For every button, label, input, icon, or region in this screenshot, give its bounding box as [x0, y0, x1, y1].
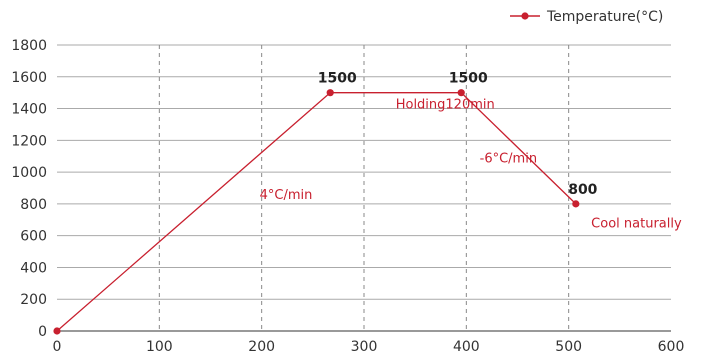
legend-label: Temperature(°C) — [546, 9, 663, 25]
point-label-3: 800 — [568, 182, 597, 198]
y-tick-label-1000: 1000 — [11, 165, 47, 181]
point-label-1: 1500 — [318, 71, 357, 87]
data-point-2 — [457, 89, 465, 97]
y-tick-label-1800: 1800 — [11, 38, 47, 54]
y-tick-label-800: 800 — [20, 197, 47, 213]
series-temperature — [53, 89, 580, 335]
x-tick-label-600: 600 — [658, 339, 685, 355]
point-label-2: 1500 — [449, 71, 488, 87]
x-tick-label-400: 400 — [453, 339, 480, 355]
point-labels: 1500 1500 800 — [318, 71, 598, 198]
annotation-3: Cool naturally — [591, 217, 682, 232]
y-tick-label-400: 400 — [20, 260, 47, 276]
y-tick-label-0: 0 — [38, 324, 47, 340]
legend: Temperature(°C) — [510, 9, 663, 25]
y-tick-label-600: 600 — [20, 229, 47, 245]
y-tick-label-200: 200 — [20, 292, 47, 308]
x-tick-label-0: 0 — [53, 339, 62, 355]
y-tick-label-1200: 1200 — [11, 133, 47, 149]
x-tick-label-300: 300 — [351, 339, 378, 355]
grid — [57, 44, 671, 331]
x-tick-label-200: 200 — [248, 339, 275, 355]
axes: 0 200 400 600 800 1000 1200 1400 1600 1800 0 100 200… — [11, 38, 684, 355]
x-tick-label-100: 100 — [146, 339, 173, 355]
legend-marker — [521, 12, 529, 20]
data-point-1 — [326, 89, 334, 97]
y-tick-label-1600: 1600 — [11, 70, 47, 86]
series-line — [56, 92, 577, 332]
data-point-3 — [572, 200, 580, 208]
annotations: 4°C/min Holding120min -6°C/min Cool natural… — [260, 98, 682, 232]
annotation-1: Holding120min — [396, 98, 495, 113]
data-point-0 — [53, 327, 61, 335]
x-tick-label-500: 500 — [555, 339, 582, 355]
annotation-0: 4°C/min — [260, 188, 313, 203]
annotation-2: -6°C/min — [480, 152, 537, 167]
y-tick-label-1400: 1400 — [11, 102, 47, 118]
